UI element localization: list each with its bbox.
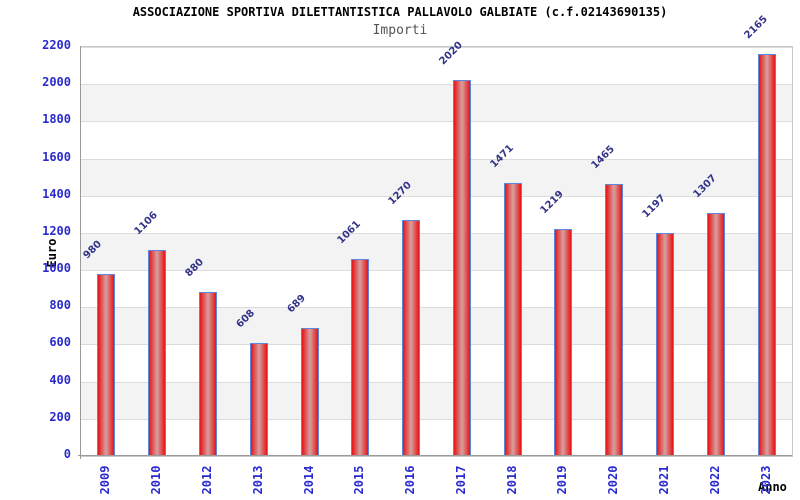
- x-tick-2013: 2013: [250, 465, 265, 495]
- bar-2009: [97, 273, 116, 456]
- bar-2016: [402, 219, 421, 456]
- bar-2018: [503, 182, 522, 456]
- gridline-1000: [81, 270, 792, 272]
- y-tick-2200: 2200: [42, 38, 71, 52]
- gridline-1800: [81, 121, 792, 123]
- y-tick-800: 800: [49, 298, 71, 313]
- y-axis-line: [80, 46, 81, 459]
- x-tick-2014: 2014: [301, 465, 316, 495]
- x-tick-2019: 2019: [555, 465, 570, 495]
- x-axis-title: Anno: [758, 480, 787, 494]
- bar-2012: [198, 292, 217, 456]
- y-tick-200: 200: [49, 409, 71, 424]
- gridline-800: [81, 307, 792, 309]
- bar-2022: [706, 213, 725, 456]
- x-tick-2017: 2017: [453, 465, 468, 495]
- bar-2021: [656, 233, 675, 456]
- gridline-1400: [81, 195, 792, 197]
- gridline-1200: [81, 232, 792, 234]
- y-tick-1400: 1400: [42, 186, 71, 201]
- plot-band-1400: [81, 195, 792, 233]
- gridline-1600: [81, 158, 792, 160]
- plot-band-800: [81, 307, 792, 345]
- plot-area: 980 1106 880 608 689 1061 1270 2020 1471 1219 1465…: [80, 13, 793, 457]
- x-tick-2023: 2023: [758, 465, 773, 495]
- bar-2013: [249, 342, 268, 456]
- x-tick-2015: 2015: [352, 465, 367, 495]
- x-tick-2012: 2012: [199, 465, 214, 495]
- x-tick-2010: 2010: [149, 465, 164, 495]
- y-tick-1000: 1000: [42, 261, 71, 276]
- bar-2015: [351, 258, 370, 456]
- chart-title: ASSOCIAZIONE SPORTIVA DILETTANTISTICA PA…: [132, 5, 668, 19]
- plot-band-400: [81, 381, 792, 419]
- y-tick-0: 0: [63, 447, 71, 461]
- plot-band-1200: [81, 232, 792, 271]
- x-tick-2022: 2022: [707, 465, 722, 495]
- gridline-400: [81, 381, 792, 383]
- bar-2019: [554, 229, 573, 456]
- y-tick-400: 400: [49, 372, 71, 387]
- x-tick-2021: 2021: [657, 465, 672, 495]
- bar-2023: [757, 53, 776, 456]
- x-axis-line: [78, 455, 792, 456]
- plot-band-600: [81, 344, 792, 382]
- y-tick-1200: 1200: [42, 223, 71, 238]
- x-tick-2020: 2020: [606, 465, 621, 495]
- y-tick-2000: 2000: [42, 75, 71, 90]
- gridline-2000: [81, 84, 792, 86]
- x-tick-2018: 2018: [504, 465, 519, 495]
- bar-2014: [300, 327, 319, 456]
- x-tick-2009: 2009: [98, 465, 113, 495]
- y-tick-1800: 1800: [42, 112, 71, 127]
- x-tick-2016: 2016: [403, 465, 418, 495]
- gridline-200: [81, 418, 792, 420]
- plot-band-1600: [81, 158, 792, 196]
- plot-band-2200: [81, 47, 792, 85]
- plot-band-1800: [81, 121, 792, 159]
- bar-2010: [148, 250, 167, 456]
- gridline-600: [81, 344, 792, 346]
- plot-band-200: [81, 418, 792, 456]
- bar-2017: [452, 80, 471, 456]
- y-tick-600: 600: [49, 335, 71, 350]
- chart-subtitle: Importi: [372, 23, 428, 38]
- gridline-2200: [81, 47, 792, 48]
- y-tick-1600: 1600: [42, 149, 71, 164]
- plot-band-2000: [81, 84, 792, 122]
- bar-2020: [605, 183, 624, 456]
